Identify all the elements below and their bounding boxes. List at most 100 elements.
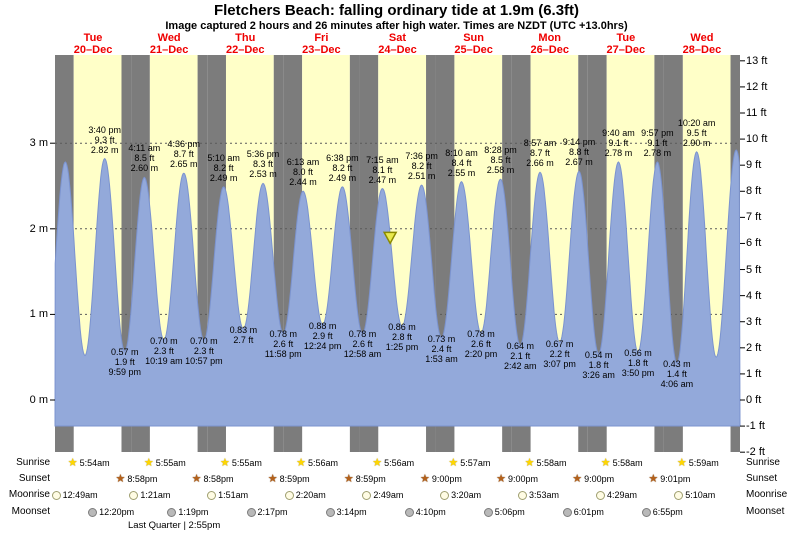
high-tide-label: 6:38 pm 8.2 ft 2.49 m (326, 152, 359, 183)
sunrise-star-icon: ★ (372, 456, 383, 469)
moonset-entry: 6:01pm (562, 506, 604, 518)
sunrise-entry: ★ 5:59am (677, 457, 719, 469)
moonset-moon-icon (246, 507, 256, 517)
night-band (349, 55, 360, 452)
moonset-moon-icon (167, 507, 177, 517)
moonset-time: 4:10pm (415, 507, 446, 517)
night-band (121, 55, 132, 452)
sunrise-time: 5:55am (155, 458, 186, 468)
moonrise-entry: 5:10am (674, 489, 715, 501)
low-tide-label: 0.78 m 2.6 ft 2:20 pm (464, 329, 498, 360)
day-label: Fri 23–Dec (302, 32, 341, 56)
sunset-star-icon: ★ (496, 472, 507, 485)
day-label: Sun 25–Dec (454, 32, 493, 56)
high-tide-label: 7:36 pm 8.2 ft 2.51 m (405, 151, 438, 182)
feet-axis-label: 6 ft (746, 237, 762, 250)
sunrise-star-icon: ★ (600, 456, 611, 469)
moonrise-moon-icon (284, 490, 294, 500)
moonrise-time: 1:21am (140, 490, 171, 500)
low-tide-label: 0.88 m 2.9 ft 12:24 pm (303, 320, 342, 351)
sunrise-time: 5:55am (231, 458, 262, 468)
moonrise-moon-icon (440, 490, 450, 500)
high-tide-label: 9:40 am 9.1 ft 2.78 m (602, 128, 635, 159)
sunrise-star-icon: ★ (676, 456, 687, 469)
sunrise-time: 5:56am (308, 458, 339, 468)
high-tide-label: 8:57 am 8.7 ft 2.66 m (523, 138, 557, 169)
sunrise-star-icon: ★ (143, 456, 154, 469)
sunrise-entry: ★ 5:58am (525, 457, 567, 469)
moonset-moon-icon (88, 507, 98, 517)
moonrise-time: 2:49am (373, 490, 404, 500)
sunrise-entry: ★ 5:54am (68, 457, 110, 469)
sunrise-star-icon: ★ (219, 456, 230, 469)
moonset-time: 5:06pm (494, 507, 525, 517)
moonrise-entry: 2:49am (362, 489, 403, 501)
sunset-entry: ★ 8:58pm (115, 473, 157, 485)
moon-phase-label: Last Quarter | 2:55pm (128, 520, 221, 531)
feet-axis-label: 11 ft (746, 107, 767, 119)
high-tide-label: 4:36 pm 8.7 ft 2.65 m (167, 139, 201, 170)
moonrise-time: 3:20am (451, 490, 482, 500)
current-tide-marker (382, 231, 398, 245)
moonset-time: 6:01pm (573, 507, 604, 517)
feet-axis-label: 0 ft (746, 394, 762, 406)
sunset-time: 9:00pm (584, 474, 615, 484)
sunset-star-icon: ★ (572, 472, 583, 485)
low-tide-label: 0.64 m 2.1 ft 2:42 am (503, 341, 537, 372)
feet-axis-label: 4 ft (746, 289, 762, 302)
low-tide-label: 0.56 m 1.8 ft 3:50 pm (621, 348, 655, 379)
high-tide-label: 5:36 pm 8.3 ft 2.53 m (246, 149, 280, 180)
moonrise-time: 1:51am (218, 490, 249, 500)
moonrise-entry: 3:20am (440, 489, 481, 501)
sunset-entry: ★ 8:59pm (344, 473, 386, 485)
page-subtitle: Image captured 2 hours and 26 minutes af… (165, 20, 628, 32)
low-tide-label: 0.67 m 2.2 ft 3:07 pm (543, 338, 576, 369)
feet-axis-label: 12 ft (746, 80, 768, 93)
sunrise-row-label-left: Sunrise (16, 457, 50, 468)
high-tide-label: 4:11 am 8.5 ft 2.60 m (128, 143, 161, 174)
sunset-entry: ★ 9:01pm (648, 473, 690, 485)
sunrise-time: 5:57am (460, 458, 491, 468)
day-label: Thu 22–Dec (225, 32, 265, 56)
sunrise-entry: ★ 5:56am (296, 457, 338, 469)
day-label: Wed 28–Dec (682, 32, 722, 56)
moonset-time: 12:20pm (99, 507, 135, 517)
sunset-time: 8:59pm (355, 474, 386, 484)
moonset-entry: 5:06pm (483, 506, 525, 518)
sunrise-entry: ★ 5:55am (220, 457, 262, 469)
moonset-entry: 6:55pm (641, 506, 683, 518)
moonrise-row-label-left: Moonrise (8, 489, 50, 500)
moonrise-moon-icon (517, 490, 527, 500)
moonrise-time: 2:20am (295, 490, 326, 500)
high-tide-label: 3:40 pm 9.3 ft 2.82 m (88, 124, 121, 155)
feet-axis-label: 7 ft (746, 211, 762, 224)
sunset-star-icon: ★ (267, 472, 278, 485)
sunset-entry: ★ 8:58pm (192, 473, 234, 485)
moonset-moon-icon (404, 507, 414, 517)
high-tide-label: 10:20 am 9.5 ft 2.90 m (677, 117, 716, 148)
sunset-entry: ★ 9:00pm (420, 473, 462, 485)
moonrise-moon-icon (595, 490, 605, 500)
sunrise-entry: ★ 5:58am (601, 457, 643, 469)
sunset-row-label-right: Sunset (746, 473, 778, 484)
moonset-moon-icon (641, 507, 651, 517)
moonset-row-label-left: Moonset (11, 506, 50, 517)
feet-axis-label: -2 ft (746, 446, 765, 459)
sunrise-row-label-right: Sunrise (746, 457, 780, 468)
moonset-entry: 1:19pm (167, 506, 208, 518)
moonrise-entry: 4:29am (595, 489, 637, 501)
meters-axis-label: 1 m (29, 308, 48, 321)
moonrise-entry: 1:51am (207, 489, 248, 501)
moonrise-moon-icon (674, 490, 684, 500)
meters-axis-label: 2 m (29, 222, 48, 235)
tide-curve-area (54, 149, 741, 427)
moonrise-entry: 12:49am (51, 489, 98, 501)
sunset-row-label-left: Sunset (18, 473, 50, 484)
high-tide-label: 8:28 pm 8.5 ft 2.58 m (484, 145, 517, 176)
sunset-time: 9:00pm (508, 474, 539, 484)
feet-axis-label: 8 ft (746, 185, 762, 198)
feet-axis-label: 1 ft (746, 367, 762, 380)
moonrise-moon-icon (207, 490, 217, 500)
